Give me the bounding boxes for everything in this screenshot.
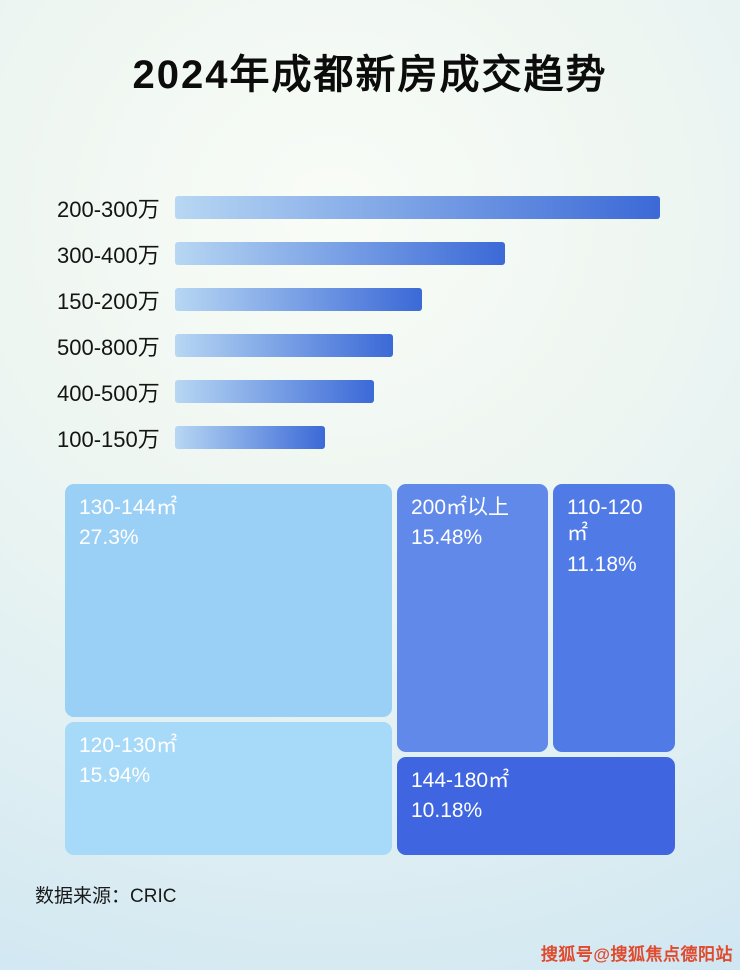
treemap-block-label: 130-144㎡ xyxy=(79,496,178,519)
watermark: 搜狐号@搜狐焦点德阳站 xyxy=(540,945,733,964)
bar-track xyxy=(175,196,720,219)
treemap-block: 200㎡以上 15.48% xyxy=(397,484,548,752)
treemap-block-label: 110-120㎡ xyxy=(567,496,643,546)
bar-segment xyxy=(175,242,505,265)
bar-category-label: 200-300万 xyxy=(57,196,160,222)
bar-row: 400-500万 xyxy=(57,380,720,406)
price-band-bar-chart: 200-300万 300-400万 150-200万 500-800万 400-500万… xyxy=(57,196,720,452)
treemap-block: 144-180㎡ 10.18% xyxy=(397,757,675,855)
bar-track xyxy=(175,426,720,449)
bar-track xyxy=(175,380,720,403)
treemap-block-percentage: 11.18% xyxy=(567,552,637,576)
area-share-treemap: 130-144㎡ 27.3% 200㎡以上 15.48% 110-120㎡ 11.18% 1… xyxy=(65,484,675,855)
bar-segment xyxy=(175,426,325,449)
page-title: 2024年成都新房成交趋势 xyxy=(132,53,608,97)
bar-track xyxy=(175,288,720,311)
treemap-block: 110-120㎡ 11.18% xyxy=(553,484,675,752)
bar-track xyxy=(175,334,720,357)
treemap-block: 130-144㎡ 27.3% xyxy=(65,484,392,717)
bar-row: 100-150万 xyxy=(57,426,720,452)
bar-category-label: 150-200万 xyxy=(57,288,160,314)
treemap-block-label: 200㎡以上 xyxy=(411,496,510,519)
treemap-block-label: 144-180㎡ xyxy=(411,769,510,792)
bar-row: 300-400万 xyxy=(57,242,720,268)
bar-segment xyxy=(175,380,374,403)
treemap-block-percentage: 15.94% xyxy=(79,764,151,788)
treemap-block-label: 120-130㎡ xyxy=(79,734,178,757)
bar-category-label: 500-800万 xyxy=(57,334,160,360)
treemap-block-percentage: 15.48% xyxy=(411,526,483,550)
bar-category-label: 100-150万 xyxy=(57,426,160,452)
bar-segment xyxy=(175,288,422,311)
bar-row: 500-800万 xyxy=(57,334,720,360)
treemap-block: 120-130㎡ 15.94% xyxy=(65,722,392,855)
bar-segment xyxy=(175,196,660,219)
bar-category-label: 400-500万 xyxy=(57,380,160,406)
bar-segment xyxy=(175,334,393,357)
data-source: 数据来源：CRIC xyxy=(35,886,177,907)
treemap-block-percentage: 27.3% xyxy=(79,526,139,550)
bar-category-label: 300-400万 xyxy=(57,242,160,268)
bar-track xyxy=(175,242,720,265)
bar-row: 200-300万 xyxy=(57,196,720,222)
bar-row: 150-200万 xyxy=(57,288,720,314)
treemap-block-percentage: 10.18% xyxy=(411,799,483,823)
